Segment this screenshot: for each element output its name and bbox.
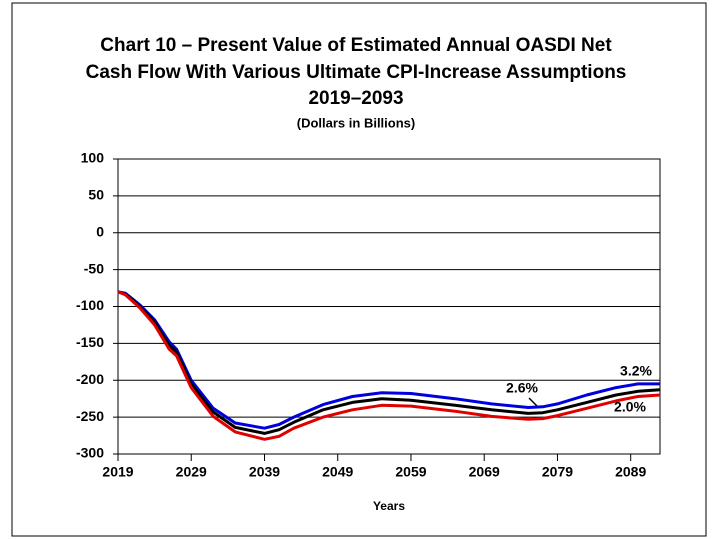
series-label: 2.6% — [506, 380, 538, 396]
chart-title: Chart 10 – Present Value of Estimated An… — [100, 35, 612, 56]
chart-subtitle: (Dollars in Billions) — [297, 115, 415, 130]
x-tick-label: 2079 — [542, 464, 573, 480]
series-line — [117, 290, 661, 435]
y-tick-label: 100 — [81, 150, 105, 166]
y-tick-label: 0 — [96, 223, 104, 239]
y-tick-label: -50 — [84, 260, 104, 276]
series-label: 2.0% — [614, 399, 646, 415]
y-tick-label: -200 — [76, 371, 104, 387]
x-tick-label: 2029 — [176, 464, 207, 480]
x-tick-label: 2059 — [395, 464, 426, 480]
annotation-arrow — [528, 397, 538, 407]
x-axis-label: Years — [373, 499, 405, 513]
y-tick-label: -300 — [76, 445, 104, 461]
x-tick-label: 2089 — [615, 464, 646, 480]
series-label: 3.2% — [620, 363, 652, 379]
y-tick-label: -150 — [76, 334, 104, 350]
chart-title: 2019–2093 — [308, 88, 403, 109]
x-tick-label: 2069 — [469, 464, 500, 480]
x-tick-label: 2049 — [322, 464, 353, 480]
x-tick-label: 2019 — [102, 464, 133, 480]
chart-title: Cash Flow With Various Ultimate CPI-Incr… — [86, 62, 627, 83]
y-tick-label: -100 — [76, 297, 104, 313]
y-tick-label: -250 — [76, 408, 104, 424]
series-line — [117, 290, 661, 441]
x-tick-label: 2039 — [249, 464, 280, 480]
plot-area — [117, 158, 661, 455]
y-tick-label: 50 — [88, 187, 104, 203]
